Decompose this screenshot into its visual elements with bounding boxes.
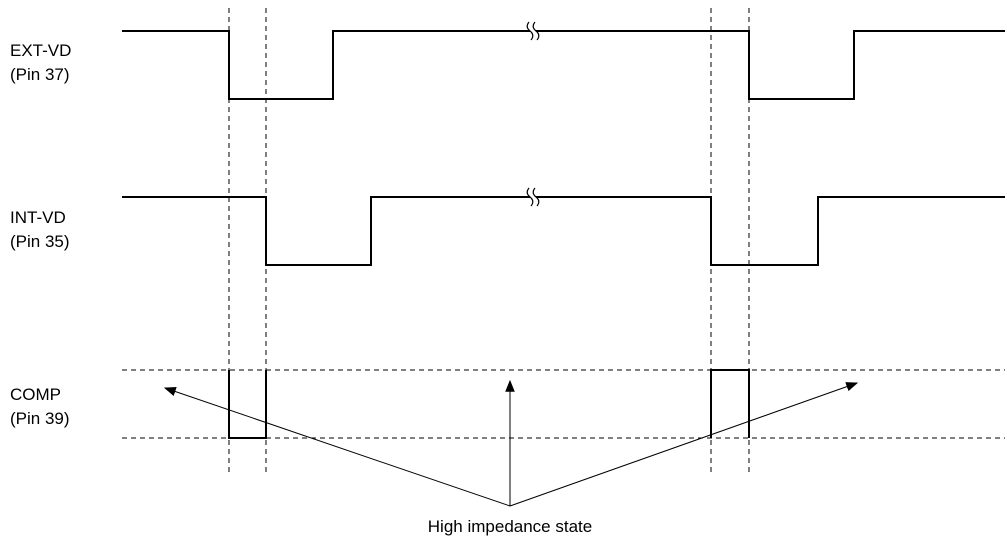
comp-pulse <box>710 369 750 438</box>
comp-reference-levels <box>122 369 1005 439</box>
int-vd-label: INT-VD <box>10 208 66 227</box>
high-impedance-arrows <box>163 379 859 507</box>
arrow-line <box>163 386 511 507</box>
int-vd-break-symbol <box>526 187 540 207</box>
ext-vd-waveform <box>122 30 1005 100</box>
comp-pin-label: (Pin 39) <box>10 409 70 428</box>
int-vd-waveform <box>122 196 1005 266</box>
timing-guides <box>228 8 750 475</box>
high-impedance-label: High impedance state <box>428 517 592 536</box>
ext-vd-label: EXT-VD <box>10 41 71 60</box>
ext-vd-pin-label: (Pin 37) <box>10 65 70 84</box>
comp-label: COMP <box>10 385 61 404</box>
int-vd-pin-label: (Pin 35) <box>10 232 70 251</box>
ext-vd-break-symbol <box>526 21 540 41</box>
comp-pulse <box>228 370 267 439</box>
arrow-line <box>509 382 859 507</box>
